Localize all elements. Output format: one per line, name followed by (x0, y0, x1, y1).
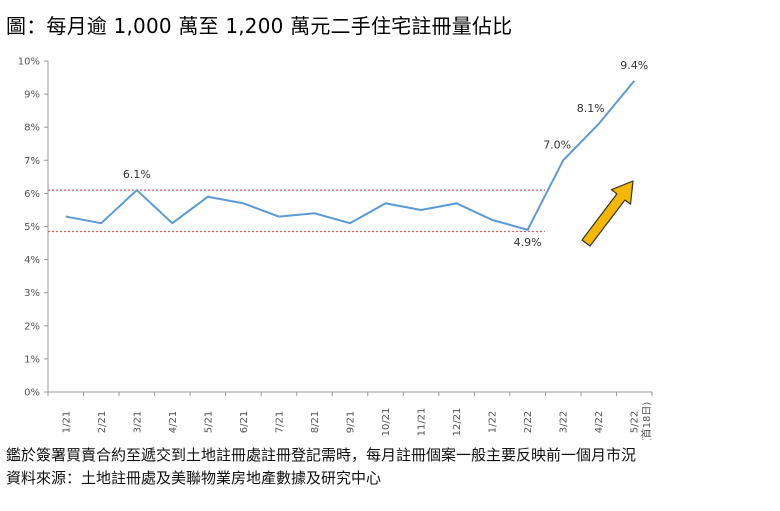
source-text: 資料來源：土地註冊處及美聯物業房地產數據及研究中心 (6, 469, 382, 487)
data-labels: 6.1% 4.9% 7.0% 8.1% 9.4% (123, 59, 648, 249)
y-tick-label: 5% (24, 222, 40, 233)
y-tick-label: 9% (24, 90, 40, 101)
footnote-text: 鑑於簽署買賣合約至遞交到土地註冊處註冊登記需時，每月註冊個案一般主要反映前一個月… (6, 446, 637, 464)
x-tick-label: 6/21 (239, 411, 250, 433)
data-label: 9.4% (620, 59, 648, 72)
x-tick-label: 3/22 (559, 411, 570, 433)
chart-axes: 0% 1% 2% 3% 4% 5% 6% 7% 8% 9% 10% 1/21 2/21 3/21 4/21 5… (18, 57, 653, 441)
chart-title: 圖：每月逾 1,000 萬至 1,200 萬元二手住宅註冊量佔比 (6, 14, 513, 38)
x-tick-label: 3/21 (132, 411, 143, 433)
series-group (65, 80, 636, 231)
y-tick-label: 10% (18, 57, 40, 68)
data-label: 7.0% (543, 138, 571, 151)
trend-arrow-icon (581, 180, 634, 247)
data-label: 6.1% (123, 168, 151, 181)
x-tick-label: 1/21 (61, 411, 72, 433)
x-tick-label: 9/21 (346, 411, 357, 433)
y-tick-label: 8% (24, 123, 40, 134)
x-tick-label: 11/21 (417, 408, 428, 437)
x-tick-label: 7/21 (274, 411, 285, 433)
line-chart: 0% 1% 2% 3% 4% 5% 6% 7% 8% 9% 10% 1/21 2/21 3/21 4/21 5… (18, 57, 653, 441)
y-tick-label: 6% (24, 189, 40, 200)
y-tick-label: 0% (24, 388, 40, 399)
x-tick-label: 10/21 (381, 408, 392, 437)
data-label: 8.1% (577, 102, 605, 115)
x-tick-label: 4/21 (168, 411, 179, 433)
x-tick-label: 12/21 (452, 408, 463, 437)
x-tick-label: 4/22 (594, 411, 605, 433)
data-label: 4.9% (514, 236, 542, 249)
y-tick-label: 2% (24, 321, 40, 332)
x-tick-note: (首18日) (640, 402, 653, 440)
y-tick-label: 4% (24, 255, 40, 266)
x-tick-label: 2/22 (523, 411, 534, 433)
x-tick-label: 8/21 (310, 411, 321, 433)
x-tick-label: 5/21 (203, 411, 214, 433)
y-tick-label: 1% (24, 354, 40, 365)
arrow-shape (581, 180, 634, 247)
reference-lines (48, 189, 545, 233)
x-tick-label: 5/22 (630, 411, 641, 433)
x-tick-label: 2/21 (97, 411, 108, 433)
x-tick-label: 1/22 (488, 411, 499, 433)
series-line (65, 80, 636, 231)
y-tick-label: 3% (24, 288, 40, 299)
y-tick-label: 7% (24, 156, 40, 167)
